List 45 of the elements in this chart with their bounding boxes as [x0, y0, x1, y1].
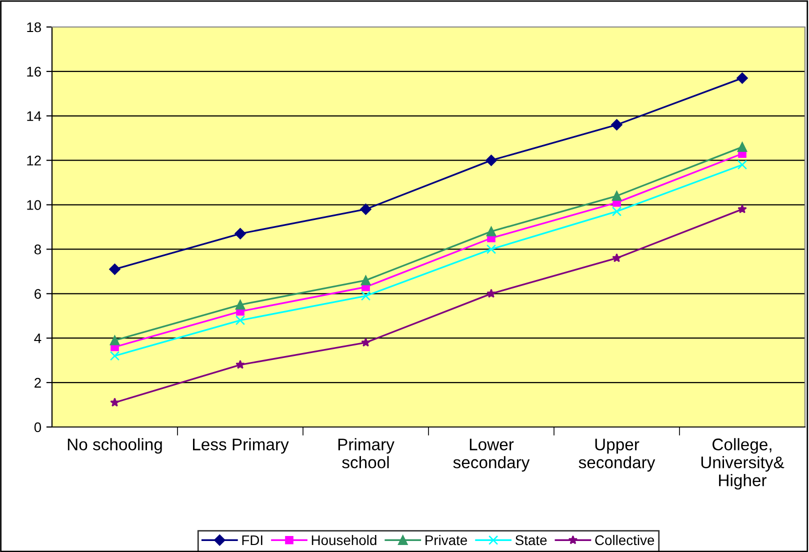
y-tick-label: 16: [27, 66, 41, 77]
y-tick-label: 2: [34, 378, 41, 388]
point: [235, 315, 246, 326]
legend-label: Collective: [595, 534, 654, 546]
point: [486, 288, 496, 298]
point: [612, 206, 622, 216]
legend-label: State: [515, 535, 547, 546]
y-tick-label: 12: [27, 156, 41, 166]
point: [236, 360, 245, 369]
point: [360, 204, 372, 215]
point: [737, 142, 748, 152]
y-tick-label: 0: [34, 422, 42, 432]
x-tick-label: No schooling: [68, 438, 162, 454]
legend-label: FDI: [242, 535, 262, 546]
y-tick-label: 18: [27, 22, 41, 32]
y-tick-label: 4: [34, 334, 42, 344]
x-tick-label: Upper secondary: [578, 438, 656, 472]
point: [235, 300, 246, 310]
point: [110, 398, 120, 407]
x-tick-label: Lower secondary: [453, 438, 530, 472]
point: [738, 204, 747, 214]
y-tick-label: 14: [27, 111, 42, 121]
point: [486, 226, 496, 236]
point: [612, 191, 622, 201]
point: [109, 264, 120, 275]
point: [110, 351, 120, 361]
y-tick-label: 10: [27, 200, 42, 210]
point: [612, 253, 622, 262]
legend-label: Private: [426, 534, 468, 546]
y-tick-label: 8: [34, 244, 41, 254]
x-tick-label: Less Primary: [193, 438, 289, 454]
point: [486, 154, 497, 166]
point: [611, 119, 622, 130]
x-tick-label: Primary school: [338, 438, 394, 468]
x-tick-label: College, University& Higher: [701, 438, 784, 490]
point: [234, 228, 246, 240]
point: [361, 338, 370, 347]
point: [486, 244, 496, 254]
y-tick-label: 6: [34, 289, 41, 299]
point: [360, 291, 371, 301]
point: [737, 160, 748, 170]
point: [736, 72, 748, 84]
point: [110, 335, 120, 346]
legend-label: Household: [312, 534, 376, 546]
point: [360, 275, 371, 286]
